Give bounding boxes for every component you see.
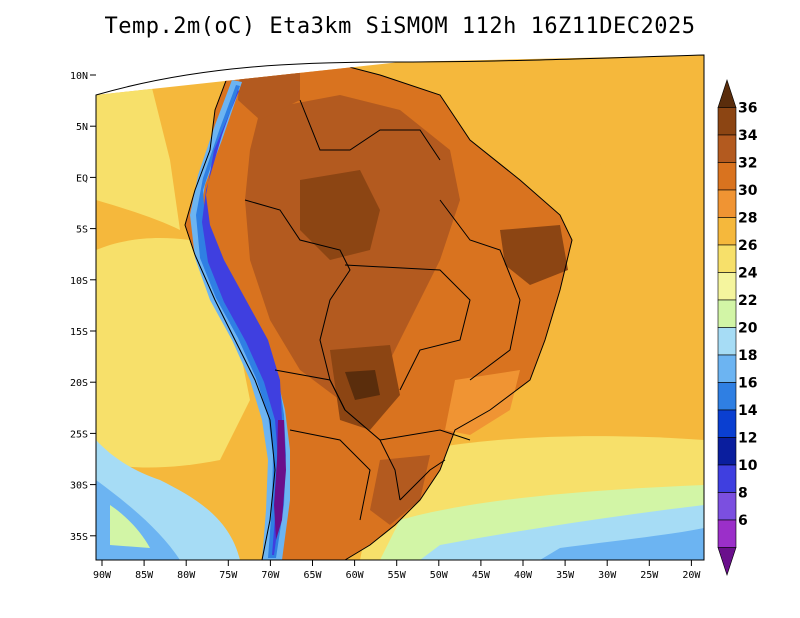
lon-tick-label: 20W — [682, 570, 701, 581]
lat-tick-label: 30S — [70, 481, 88, 492]
atlantic-cold-band — [540, 528, 704, 560]
colorbar-swatch — [717, 162, 737, 191]
argentina-inner-border — [289, 429, 371, 521]
colorbar-label: 30 — [738, 183, 758, 199]
colorbar-label: 16 — [738, 376, 757, 392]
pacific-green-band — [110, 505, 150, 548]
colorbar-swatch — [717, 327, 737, 356]
colorbar-label: 34 — [738, 128, 758, 144]
brazil-west-border — [244, 199, 401, 501]
northeast-hot-core — [500, 225, 568, 285]
colorbar-label: 12 — [738, 431, 757, 447]
colorbar-label: 36 — [738, 101, 757, 117]
lat-tick-label: 5N — [76, 122, 88, 133]
colorbar-label: 6 — [738, 513, 748, 529]
brazil-states-1 — [344, 264, 471, 391]
colorbar-label: 8 — [738, 486, 748, 502]
colorbar-swatch — [717, 437, 737, 466]
lon-tick-label: 70W — [261, 570, 280, 581]
lat-tick-label: 10S — [70, 276, 88, 287]
lat-tick-label: 10N — [70, 71, 88, 82]
map-title: Temp.2m(oC) Eta3km SiSMOM 112h 16Z11DEC2… — [104, 14, 696, 39]
southeast-coast — [445, 370, 520, 435]
andes-coldest-ridge — [202, 90, 282, 555]
colorbar-swatch — [717, 519, 737, 548]
pacific-north-band — [96, 80, 180, 230]
lat-tick-label: 15S — [70, 327, 88, 338]
colorbar-swatch — [717, 244, 737, 273]
uruguay-border — [399, 459, 446, 501]
colorbar-swatch — [717, 107, 737, 136]
colorbar-label: 14 — [738, 403, 758, 419]
lat-tick-label: 20S — [70, 378, 88, 389]
colorbar-label: 22 — [738, 293, 757, 309]
lon-tick-label: 80W — [177, 570, 196, 581]
lon-tick-label: 85W — [135, 570, 154, 581]
colorbar-swatch — [717, 409, 737, 438]
east-coastline — [229, 61, 573, 560]
colorbar-swatch — [717, 299, 737, 328]
latitude-ticks: 10N 5N EQ 5S 10S 15S 20S 25S 30S 35S — [70, 71, 96, 543]
colorbar-top-arrow — [717, 79, 737, 108]
andes-purple-peaks — [274, 420, 286, 540]
rio-grande-warm — [370, 455, 430, 525]
lat-tick-label: 35S — [70, 532, 88, 543]
lat-tick-label: EQ — [76, 173, 88, 184]
lon-tick-label: 65W — [303, 570, 322, 581]
temperature-field — [96, 55, 704, 560]
chaco-peak — [345, 370, 380, 400]
lon-tick-label: 30W — [598, 570, 617, 581]
colorbar-swatch — [717, 464, 737, 493]
colorbar-label: 24 — [738, 266, 758, 282]
lon-tick-label: 40W — [514, 570, 533, 581]
lon-tick-label: 35W — [556, 570, 575, 581]
colorbar-swatch — [717, 134, 737, 163]
colorbar-swatch — [717, 354, 737, 383]
colorbar-swatch — [717, 189, 737, 218]
colorbar-bottom-arrow — [717, 547, 737, 576]
colorbar-boxes — [717, 79, 737, 576]
bolivia-paraguay-border — [274, 369, 346, 411]
lat-tick-label: 25S — [70, 429, 88, 440]
guianas-border — [299, 99, 441, 161]
brazil-states-2 — [439, 199, 521, 381]
west-coastline — [184, 69, 276, 560]
colorbar-label: 26 — [738, 238, 757, 254]
lon-tick-label: 90W — [93, 570, 112, 581]
brazil-states-3 — [379, 429, 471, 441]
lon-tick-label: 60W — [346, 570, 365, 581]
longitude-ticks: 90W 85W 80W 75W 70W 65W 60W 55W 50W 45W 40W 35W 30W 2… — [93, 560, 701, 581]
lon-tick-label: 50W — [430, 570, 449, 581]
venezuela-hot — [238, 65, 300, 120]
colorbar-label: 18 — [738, 348, 757, 364]
colorbar-label: 20 — [738, 321, 758, 337]
colorbar-labels: 36 34 32 30 28 26 24 22 20 18 16 14 12 10 8 6 — [738, 101, 758, 530]
colorbar-swatch — [717, 217, 737, 246]
lon-tick-label: 25W — [640, 570, 659, 581]
colorbar-swatch — [717, 382, 737, 411]
colorbar-swatch — [717, 272, 737, 301]
amazon-hot-core — [300, 170, 380, 260]
lon-tick-label: 45W — [472, 570, 491, 581]
atlantic-north-band — [520, 55, 704, 200]
colorbar-swatch — [717, 492, 737, 521]
map-frame — [95, 54, 705, 561]
lon-tick-label: 55W — [388, 570, 407, 581]
colorbar-label: 28 — [738, 211, 757, 227]
country-borders — [184, 61, 573, 560]
lon-tick-label: 75W — [219, 570, 238, 581]
lat-tick-label: 5S — [76, 225, 88, 236]
colorbar-label: 32 — [738, 156, 757, 172]
colorbar-label: 10 — [738, 458, 758, 474]
